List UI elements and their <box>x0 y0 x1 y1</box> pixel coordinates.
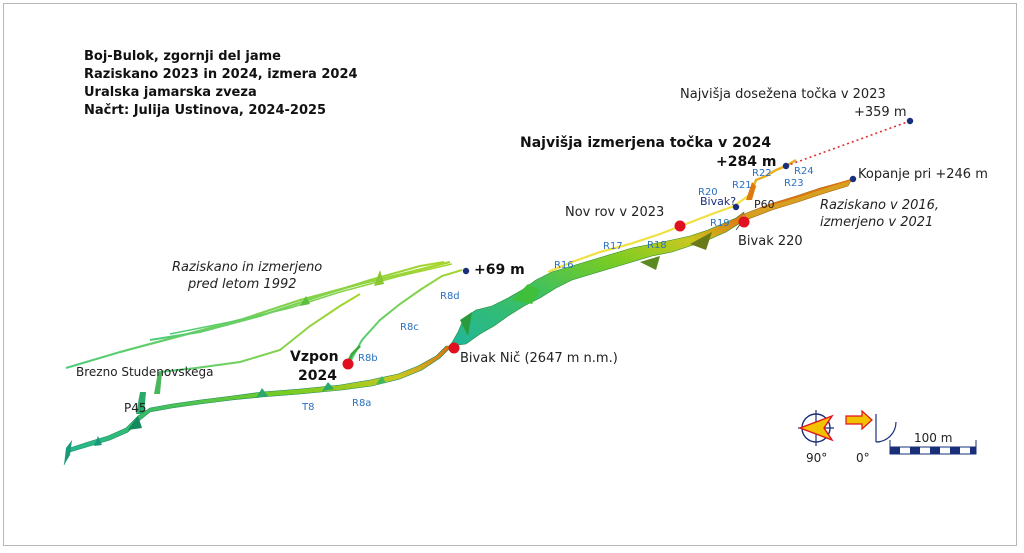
station-r16: R16 <box>554 260 574 271</box>
plan-view-compass-icon <box>798 410 834 446</box>
p60-label: P60 <box>754 198 775 211</box>
angle-plan-label: 90° <box>806 451 827 465</box>
vzpon-line2: 2024 <box>298 368 337 384</box>
digging-label: Kopanje pri +246 m <box>858 167 988 182</box>
dotted-line-to-highest-2023 <box>785 120 911 167</box>
vzpon-marker <box>342 358 354 370</box>
station-r18: R18 <box>647 240 667 251</box>
station-r17: R17 <box>603 241 623 252</box>
digging-marker <box>849 175 857 183</box>
station-r20: R20 <box>698 187 718 198</box>
station-r23: R23 <box>784 178 804 189</box>
highest-2024-value: +284 m <box>716 154 776 170</box>
station-r22: R22 <box>752 168 772 179</box>
map-frame <box>3 3 1017 546</box>
station-labels: R24 R22 R23 R21 R20 R19 R18 R17 R16 R8d … <box>301 166 814 413</box>
title-line-3: Uralska jamarska zveza <box>84 85 257 100</box>
highest-2023-label: Najvišja dosežena točka v 2023 <box>680 87 886 102</box>
explored-2016-line2: izmerjeno v 2021 <box>820 215 933 230</box>
bivak-question-label: Bivak? <box>700 195 736 208</box>
title-block: Boj-Bulok, zgornji del jame Raziskano 20… <box>84 49 358 118</box>
bivak-nic-marker <box>448 342 460 354</box>
vzpon-line1: Vzpon <box>290 349 339 365</box>
old-passages-shafts <box>136 270 384 414</box>
bivak-nic-label: Bivak Nič (2647 m n.m.) <box>460 351 618 366</box>
title-line-2: Raziskano 2023 in 2024, izmera 2024 <box>84 67 358 82</box>
scale-bar <box>889 440 977 455</box>
station-r8d: R8d <box>440 291 460 302</box>
main-passage-upper <box>449 211 745 347</box>
highest-2024-marker <box>782 162 790 170</box>
p45-label: P45 <box>124 401 147 415</box>
station-r21: R21 <box>732 180 752 191</box>
explored-2016-line1: Raziskano v 2016, <box>820 198 939 213</box>
title-line-4: Načrt: Julija Ustinova, 2024-2025 <box>84 103 326 118</box>
station-t8: T8 <box>301 402 314 413</box>
station-r8c: R8c <box>400 322 419 333</box>
brezno-label: Brezno Studenovskega <box>76 365 213 379</box>
station-r24: R24 <box>794 166 814 177</box>
title-line-1: Boj-Bulok, zgornji del jame <box>84 49 281 64</box>
old-explored-line2: pred letom 1992 <box>187 277 297 292</box>
nov-rov-label: Nov rov v 2023 <box>565 205 664 220</box>
nov-rov-marker <box>674 220 686 232</box>
angle-elev-label: 0° <box>856 451 870 465</box>
old-explored-line1: Raziskano in izmerjeno <box>172 260 322 275</box>
station-r19: R19 <box>710 218 730 229</box>
highest-2024-label: Najvišja izmerjena točka v 2024 <box>520 135 771 151</box>
station-r8a: R8a <box>352 398 371 409</box>
bivak-question-marker <box>732 203 740 211</box>
main-passage-lower <box>63 345 453 466</box>
annotations: Najvišja dosežena točka v 2023 +359 m Na… <box>76 87 988 415</box>
bivak-220-label: Bivak 220 <box>738 234 803 249</box>
highest-2023-marker <box>906 117 914 125</box>
scale-label: 100 m <box>914 431 952 445</box>
highest-2023-value: +359 m <box>854 105 907 120</box>
station-r8b: R8b <box>358 353 378 364</box>
plus69-marker <box>462 267 470 275</box>
elevation-view-arrow-icon <box>845 409 897 443</box>
bivak-220-marker <box>738 216 750 228</box>
legend: 90° 0° 100 m <box>798 409 977 465</box>
passage-to-digging <box>743 178 853 221</box>
markers <box>342 117 914 370</box>
plus69-label: +69 m <box>474 262 525 278</box>
